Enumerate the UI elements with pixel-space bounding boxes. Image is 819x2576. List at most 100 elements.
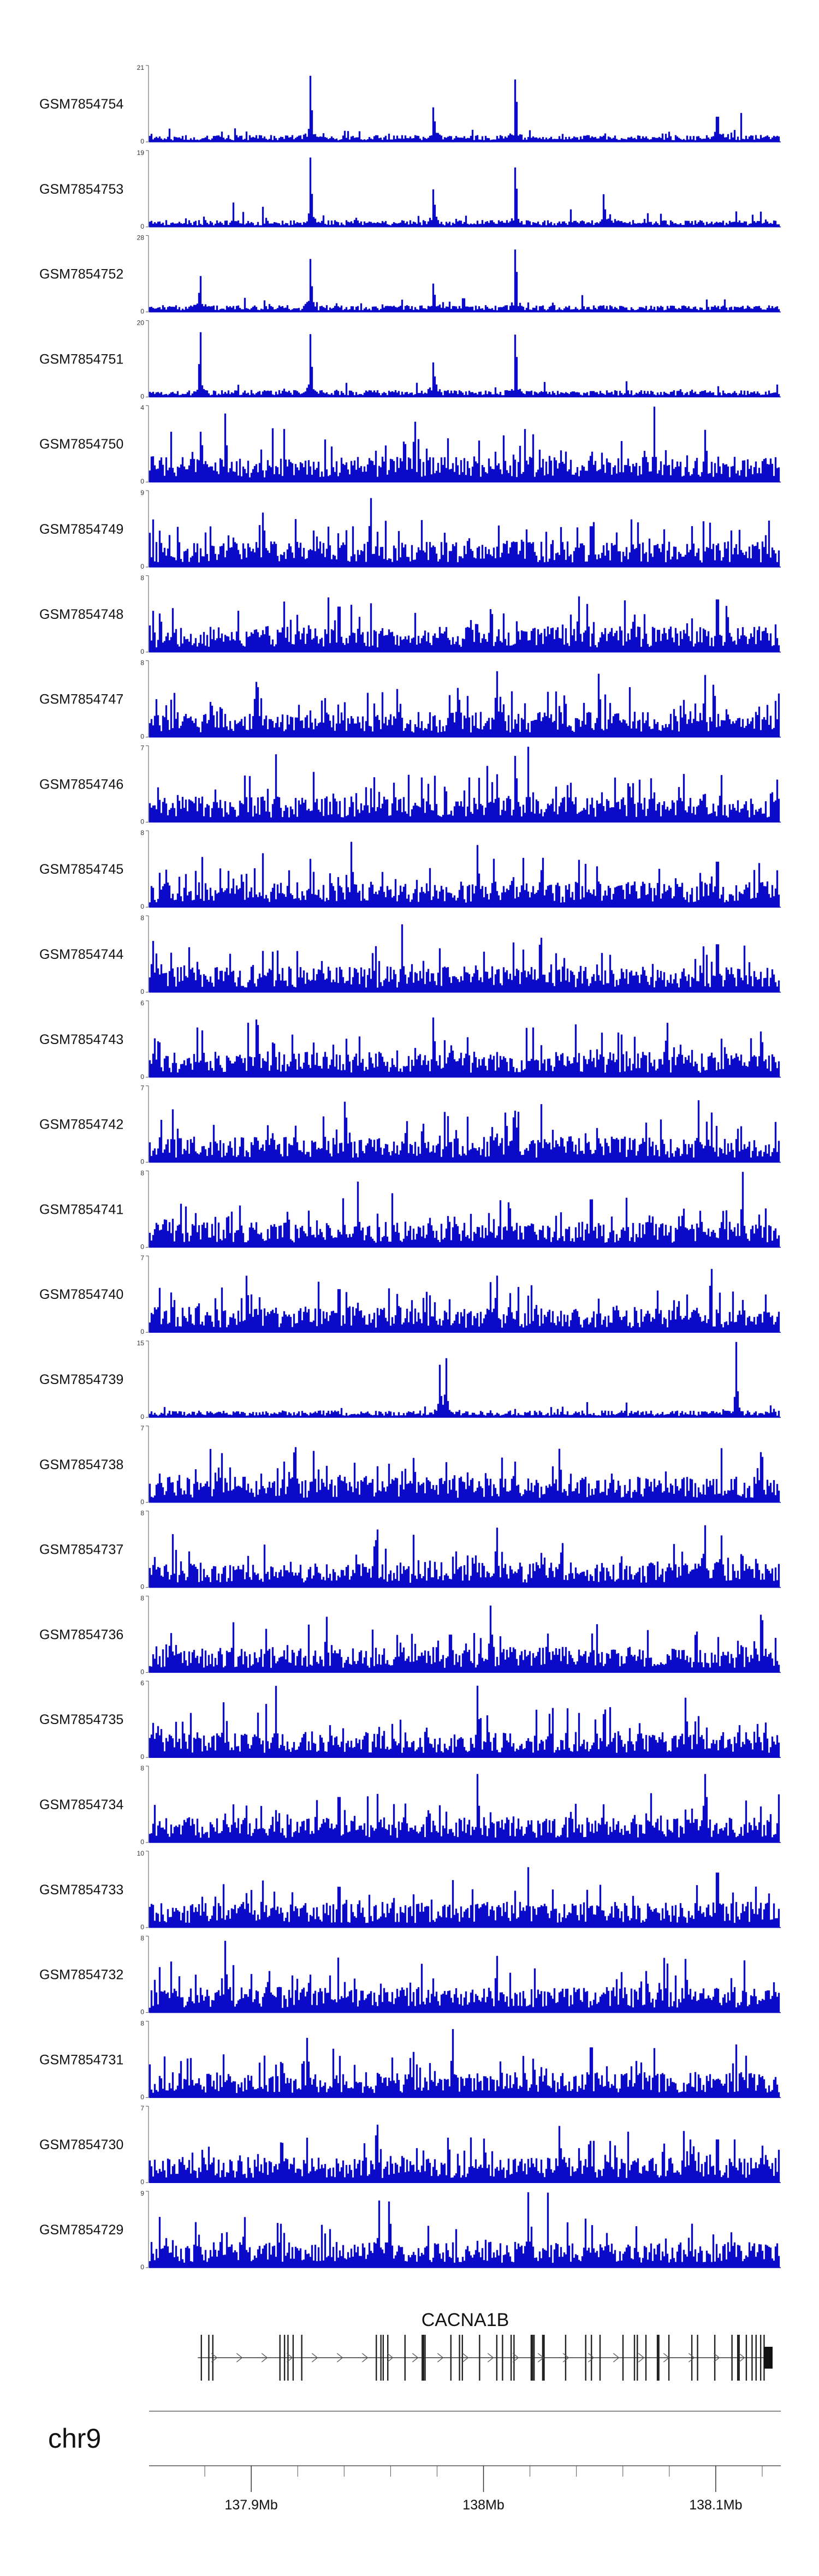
gene-exon — [479, 2335, 480, 2381]
gene-exon — [513, 2335, 515, 2381]
track-label: GSM7854739 — [39, 1372, 123, 1387]
y-axis-min-label: 0 — [140, 988, 144, 995]
coverage-signal-area — [149, 596, 780, 652]
coverage-signal-area — [149, 332, 780, 397]
y-axis-max-label: 10 — [137, 1850, 145, 1857]
gene-exon — [404, 2335, 406, 2381]
y-axis-min-label: 0 — [140, 1328, 144, 1335]
y-axis-max-label: 9 — [140, 489, 144, 497]
gene-exon — [287, 2335, 289, 2381]
y-axis-max-label: 8 — [140, 914, 144, 922]
y-axis-max-label: 7 — [140, 1084, 144, 1092]
y-axis-max-label: 8 — [140, 659, 144, 667]
x-axis-tick-label: 137.9Mb — [225, 2497, 278, 2513]
gene-exon — [565, 2335, 567, 2381]
gene-exon — [697, 2335, 698, 2381]
track-label: GSM7854748 — [39, 607, 123, 622]
gene-exon — [591, 2335, 592, 2381]
coverage-signal-area — [149, 75, 780, 142]
y-axis-min-label: 0 — [140, 563, 144, 570]
track-GSM7854748: GSM7854748 8 0 — [39, 574, 781, 655]
coverage-signal-area — [149, 498, 780, 568]
strand-arrow-icon — [738, 2353, 745, 2363]
y-axis-min-label: 0 — [140, 2178, 144, 2186]
gene-exon — [530, 2335, 533, 2381]
y-axis-min-label: 0 — [140, 1158, 144, 1166]
y-axis-min-label: 0 — [140, 733, 144, 741]
strand-arrow-icon — [562, 2353, 569, 2363]
y-axis-min-label: 0 — [140, 223, 144, 230]
genomic-axis: 137.9Mb 138Mb 138.1Mb — [149, 2465, 781, 2513]
x-axis-tick-label: 138.1Mb — [689, 2497, 742, 2513]
track-GSM7854743: GSM7854743 6 0 — [39, 999, 781, 1081]
y-axis-max-label: 8 — [140, 574, 144, 582]
gene-exon — [751, 2335, 753, 2381]
gene-exon — [755, 2335, 757, 2381]
gene-exon — [424, 2335, 426, 2381]
track-GSM7854742: GSM7854742 7 0 — [39, 1084, 781, 1166]
gene-exon — [633, 2335, 636, 2381]
coverage-signal-area — [149, 1525, 780, 1588]
coverage-signal-area — [149, 1774, 780, 1843]
track-GSM7854744: GSM7854744 8 0 — [39, 914, 781, 995]
y-axis-min-label: 0 — [140, 478, 144, 485]
y-axis-min-label: 0 — [140, 1498, 144, 1506]
y-axis-max-label: 19 — [137, 149, 145, 157]
strand-arrow-icon — [211, 2353, 218, 2363]
strand-arrow-icon — [412, 2353, 419, 2363]
gene-3utr-exon — [763, 2347, 773, 2369]
gene-exon — [759, 2335, 762, 2381]
y-axis-max-label: 21 — [137, 64, 145, 71]
y-axis-max-label: 8 — [140, 1510, 144, 1517]
track-label: GSM7854730 — [39, 2137, 123, 2152]
track-GSM7854735: GSM7854735 6 0 — [39, 1679, 781, 1761]
gene-annotation-panel: CACNA1B — [198, 2310, 773, 2381]
track-label: GSM7854737 — [39, 1542, 123, 1558]
track-label: GSM7854746 — [39, 777, 123, 792]
coverage-signal-area — [149, 2192, 780, 2268]
track-label: GSM7854736 — [39, 1627, 123, 1642]
strand-arrow-icon — [512, 2353, 519, 2363]
track-label: GSM7854751 — [39, 351, 123, 367]
y-axis-min-label: 0 — [140, 1073, 144, 1081]
strand-arrow-icon — [437, 2353, 444, 2363]
y-axis-min-label: 0 — [140, 2008, 144, 2016]
track-GSM7854750: GSM7854750 4 0 — [39, 404, 781, 485]
gene-exon — [450, 2335, 452, 2381]
y-axis-max-label: 8 — [140, 1594, 144, 1602]
gene-exon — [422, 2335, 425, 2381]
y-axis-max-label: 6 — [140, 1679, 144, 1687]
track-GSM7854732: GSM7854732 8 0 — [39, 1935, 781, 2016]
coverage-signal-area — [149, 924, 780, 993]
gene-exon — [533, 2335, 535, 2381]
gene-exon — [502, 2335, 503, 2381]
y-axis-max-label: 15 — [137, 1339, 145, 1347]
strand-arrow-icon — [613, 2353, 620, 2363]
y-axis-min-label: 0 — [140, 138, 144, 145]
y-axis-min-label: 0 — [140, 903, 144, 910]
coverage-signal-area — [149, 2125, 780, 2183]
strand-arrow-icon — [663, 2353, 670, 2363]
gene-exon — [376, 2335, 377, 2381]
strand-arrow-icon — [713, 2353, 720, 2363]
y-axis-min-label: 0 — [140, 1838, 144, 1846]
y-axis-max-label: 7 — [140, 1254, 144, 1262]
gene-model — [198, 2335, 773, 2381]
gene-exon — [459, 2335, 460, 2381]
coverage-signal-area — [149, 1867, 780, 1928]
track-label: GSM7854735 — [39, 1712, 123, 1727]
track-GSM7854751: GSM7854751 20 0 — [39, 319, 781, 400]
gene-exon — [382, 2335, 384, 2381]
strand-arrow-icon — [587, 2353, 595, 2363]
gene-exon — [380, 2335, 382, 2381]
gene-name-label: CACNA1B — [422, 2310, 509, 2330]
track-label: GSM7854734 — [39, 1797, 123, 1812]
track-label: GSM7854750 — [39, 437, 123, 452]
gene-exon — [208, 2335, 210, 2381]
track-label: GSM7854752 — [39, 267, 123, 282]
track-label: GSM7854743 — [39, 1032, 123, 1047]
strand-arrow-icon — [462, 2353, 469, 2363]
track-GSM7854737: GSM7854737 8 0 — [39, 1510, 781, 1591]
track-label: GSM7854753 — [39, 182, 123, 197]
gene-exon — [714, 2335, 716, 2381]
